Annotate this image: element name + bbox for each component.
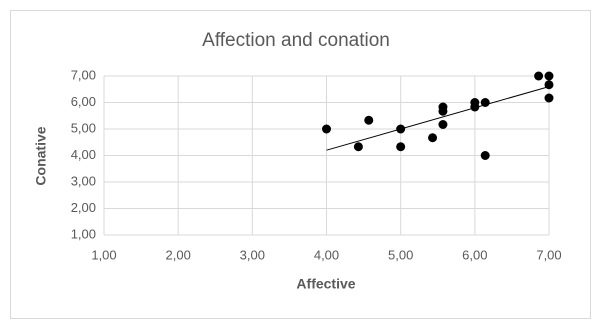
x-tick-label: 3,00 bbox=[240, 247, 265, 262]
point bbox=[396, 142, 406, 152]
point bbox=[544, 80, 554, 90]
point bbox=[396, 124, 406, 134]
point bbox=[544, 71, 554, 81]
point bbox=[480, 151, 490, 160]
chart-border bbox=[10, 10, 591, 319]
x-tick-label: 1,00 bbox=[91, 247, 116, 262]
point bbox=[428, 133, 438, 143]
y-tick-label: 5,00 bbox=[71, 120, 96, 135]
y-tick-label: 7,00 bbox=[71, 67, 96, 82]
y-tick-label: 6,00 bbox=[71, 94, 96, 109]
x-tick-label: 4,00 bbox=[314, 247, 339, 262]
point bbox=[364, 115, 374, 125]
point bbox=[438, 119, 448, 129]
x-tick-label: 5,00 bbox=[388, 247, 413, 262]
point bbox=[534, 71, 544, 81]
point bbox=[322, 124, 331, 134]
y-tick-label: 3,00 bbox=[71, 173, 96, 188]
y-tick-label: 4,00 bbox=[71, 147, 96, 162]
chart-title: Affection and conation bbox=[202, 30, 390, 51]
x-tick-label: 7,00 bbox=[536, 247, 561, 262]
x-tick-label: 6,00 bbox=[462, 247, 487, 262]
y-tick-label: 2,00 bbox=[71, 200, 96, 215]
trendline bbox=[326, 86, 550, 151]
point bbox=[544, 93, 554, 103]
point bbox=[438, 106, 448, 116]
x-tick-label: 2,00 bbox=[166, 247, 191, 262]
point bbox=[480, 98, 490, 107]
point bbox=[353, 142, 363, 152]
y-axis-title: Conative bbox=[33, 126, 49, 185]
point bbox=[470, 102, 480, 112]
y-tick-label: 1,00 bbox=[71, 226, 96, 241]
x-axis-title: Affective bbox=[296, 276, 355, 292]
